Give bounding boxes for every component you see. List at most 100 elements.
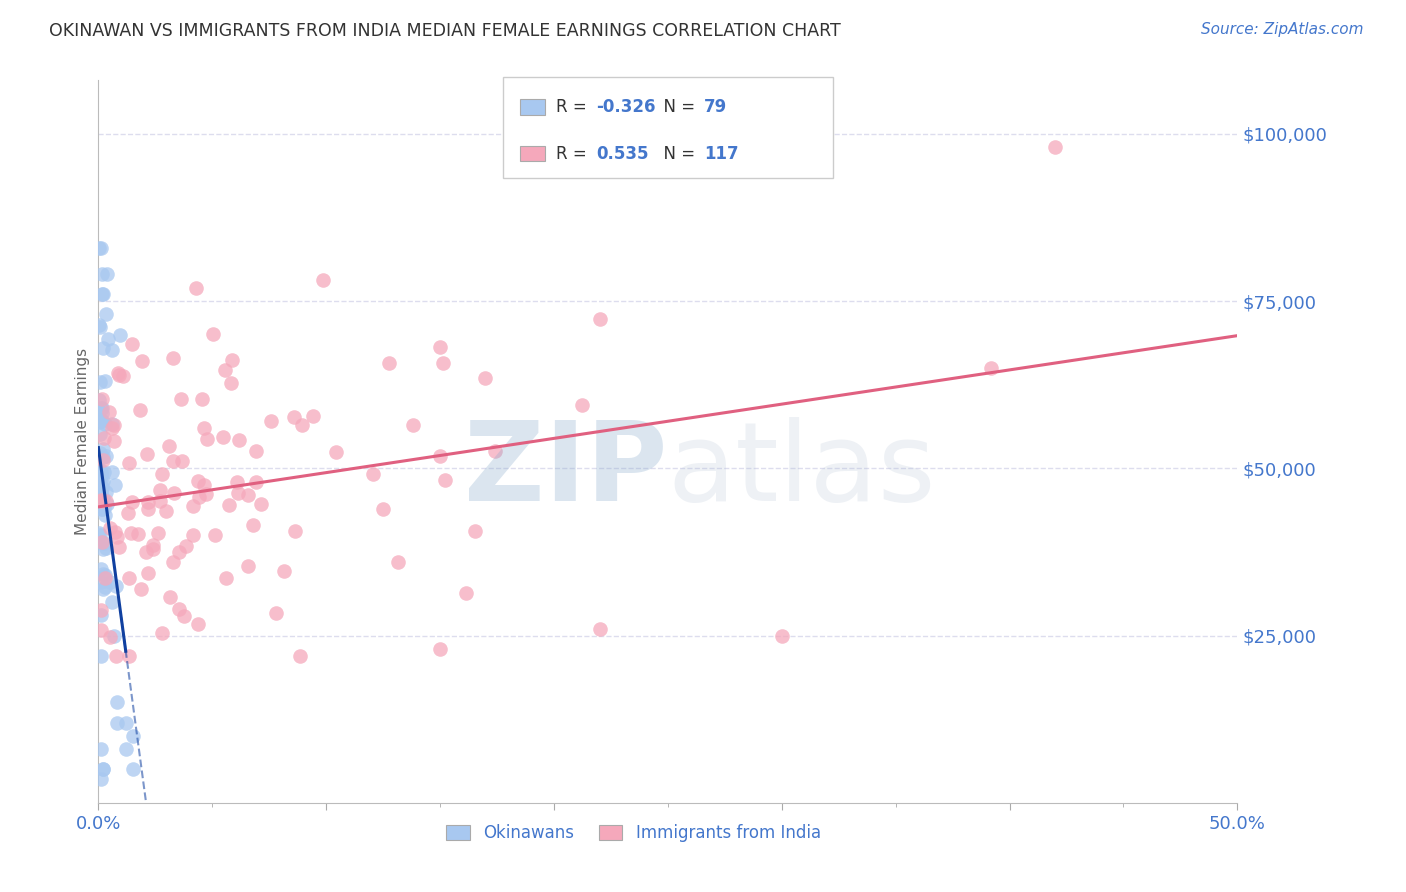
Point — [91, 341, 114, 355]
Point — [155, 504, 177, 518]
Point — [142, 541, 165, 556]
Point — [87, 525, 110, 540]
Point — [142, 538, 165, 552]
Point — [172, 454, 194, 468]
Point — [167, 545, 190, 559]
Point — [105, 696, 128, 710]
Point — [238, 559, 260, 574]
Point — [218, 499, 240, 513]
Point — [588, 622, 610, 636]
Point — [173, 608, 195, 623]
Point — [90, 493, 112, 508]
Point — [202, 327, 225, 342]
Point — [195, 432, 218, 446]
Point — [117, 506, 139, 520]
Point — [226, 485, 249, 500]
Point — [90, 501, 112, 516]
Point — [89, 528, 111, 542]
FancyBboxPatch shape — [503, 77, 832, 178]
Point — [90, 287, 112, 301]
Point — [91, 452, 114, 467]
Point — [571, 398, 593, 412]
Point — [93, 465, 115, 479]
Text: 117: 117 — [704, 145, 740, 162]
Point — [91, 762, 114, 776]
Point — [288, 648, 311, 663]
Text: Source: ZipAtlas.com: Source: ZipAtlas.com — [1201, 22, 1364, 37]
Point — [105, 530, 128, 544]
Point — [96, 449, 118, 463]
Point — [212, 430, 235, 444]
Point — [90, 502, 112, 516]
Point — [361, 467, 384, 481]
Text: 0.535: 0.535 — [596, 145, 648, 162]
Point — [136, 447, 159, 461]
Point — [181, 500, 204, 514]
Text: ZIP: ZIP — [464, 417, 668, 524]
Point — [184, 281, 207, 295]
Point — [87, 482, 110, 496]
Point — [219, 376, 242, 390]
Point — [90, 484, 112, 499]
Point — [108, 368, 131, 382]
Point — [104, 524, 127, 539]
Point — [114, 742, 136, 756]
Point — [105, 648, 128, 663]
Point — [429, 449, 451, 463]
Point — [190, 392, 212, 407]
Point — [104, 478, 127, 492]
Point — [195, 486, 218, 500]
Point — [169, 392, 191, 406]
Point — [103, 434, 125, 449]
Point — [108, 327, 131, 342]
Point — [120, 526, 142, 541]
Point — [94, 571, 117, 585]
Point — [94, 374, 117, 388]
Point — [135, 545, 157, 559]
Point — [136, 501, 159, 516]
Point — [103, 418, 125, 433]
FancyBboxPatch shape — [520, 99, 546, 114]
Point — [90, 493, 112, 508]
Point — [91, 401, 114, 416]
Point — [90, 742, 112, 756]
Point — [98, 630, 121, 644]
Point — [325, 445, 347, 459]
Point — [94, 541, 117, 555]
Point — [456, 586, 478, 600]
Point — [90, 268, 112, 282]
Point — [121, 495, 143, 509]
Point — [89, 427, 111, 442]
Point — [387, 555, 409, 569]
Point — [101, 595, 124, 609]
Point — [236, 488, 259, 502]
Point — [121, 336, 143, 351]
Point — [87, 462, 110, 476]
Point — [90, 772, 112, 787]
Point — [221, 352, 243, 367]
Point — [87, 240, 110, 255]
Point — [90, 474, 112, 488]
Text: OKINAWAN VS IMMIGRANTS FROM INDIA MEDIAN FEMALE EARNINGS CORRELATION CHART: OKINAWAN VS IMMIGRANTS FROM INDIA MEDIAN… — [49, 22, 841, 40]
Point — [174, 539, 197, 553]
Point — [433, 473, 456, 487]
Point — [94, 568, 117, 582]
Point — [402, 418, 425, 433]
Point — [93, 536, 115, 550]
Point — [96, 268, 118, 282]
Point — [89, 320, 111, 334]
Point — [127, 527, 149, 541]
Point — [103, 628, 125, 642]
Point — [150, 467, 173, 481]
Point — [260, 414, 283, 428]
Point — [91, 582, 114, 596]
Point — [162, 454, 184, 468]
Point — [97, 405, 120, 419]
Point — [90, 466, 112, 480]
Point — [91, 287, 114, 301]
Point — [131, 353, 153, 368]
Point — [118, 648, 141, 663]
Point — [432, 356, 454, 370]
Point — [97, 332, 120, 346]
Point — [89, 446, 111, 460]
